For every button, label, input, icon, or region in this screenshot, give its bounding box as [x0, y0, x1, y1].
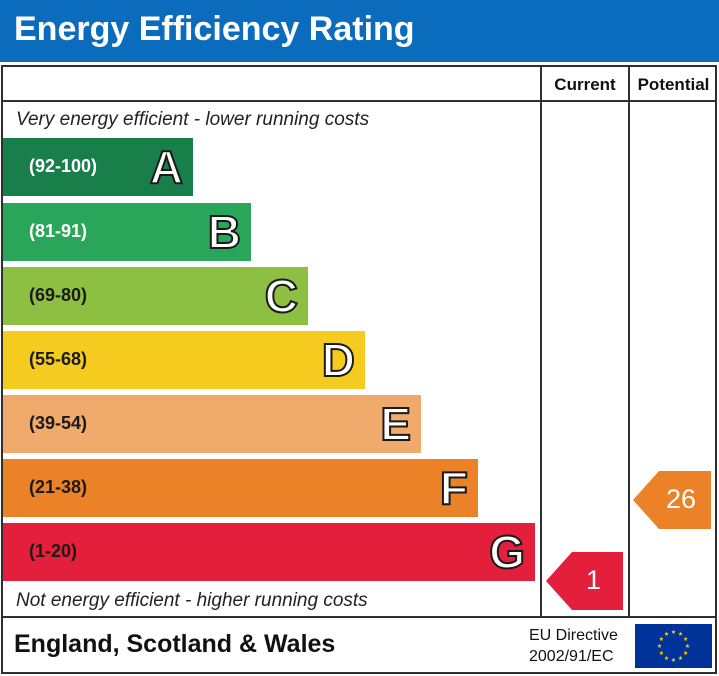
band-d: (55-68) D	[3, 331, 365, 389]
band-range: (69-80)	[29, 285, 88, 305]
current-column-header: Current	[554, 75, 616, 94]
band-range: (39-54)	[29, 413, 88, 433]
eu-star-icon	[659, 650, 664, 655]
band-letter: E	[379, 397, 412, 451]
eu-star-icon	[671, 629, 676, 634]
band-g: (1-20) G	[3, 523, 535, 581]
potential-column-divider	[628, 66, 630, 618]
band-c: (69-80) C	[3, 267, 308, 325]
band-letter: G	[488, 525, 526, 579]
eu-star-icon	[683, 636, 688, 641]
band-f: (21-38) F	[3, 459, 478, 517]
band-letter: D	[321, 333, 356, 387]
band-a: (92-100) A	[3, 138, 193, 196]
band-e: (39-54) E	[3, 395, 421, 453]
eu-star-icon	[685, 643, 690, 648]
current-column-divider	[540, 66, 542, 618]
directive-line-2: 2002/91/EC	[529, 648, 614, 665]
band-range: (21-38)	[29, 477, 88, 497]
eu-star-icon	[678, 655, 683, 661]
band-range: (55-68)	[29, 349, 88, 369]
page-title: Energy Efficiency Rating	[14, 10, 415, 48]
band-range: (1-20)	[29, 541, 78, 561]
current-rating-arrow: 1	[546, 552, 623, 610]
current-rating-value: 1	[585, 565, 602, 595]
header-bar: Energy Efficiency Rating	[0, 0, 719, 62]
potential-rating-value: 26	[665, 484, 697, 514]
band-b: (81-91) B	[3, 203, 251, 261]
eu-star-icon	[683, 650, 688, 655]
eu-flag-icon	[635, 624, 712, 668]
eu-star-icon	[664, 655, 669, 661]
header-row-divider	[1, 100, 717, 102]
eu-star-icon	[664, 631, 669, 636]
rating-frame	[1, 65, 717, 674]
band-letter: C	[264, 269, 299, 323]
band-letter: A	[149, 140, 184, 194]
potential-column-header: Potential	[637, 75, 710, 94]
band-letter: B	[207, 205, 242, 259]
eu-star-icon	[659, 636, 664, 641]
directive-line-1: EU Directive	[529, 627, 618, 644]
eu-star-icon	[657, 643, 662, 648]
eu-star-icon	[671, 657, 676, 662]
eu-star-icon	[678, 631, 683, 636]
bottom-note: Not energy efficient - higher running co…	[16, 590, 368, 611]
band-letter: F	[439, 461, 469, 515]
footer-divider	[1, 616, 717, 618]
top-note: Very energy efficient - lower running co…	[16, 109, 370, 130]
band-range: (92-100)	[29, 156, 98, 176]
band-range: (81-91)	[29, 221, 88, 241]
footer-country: England, Scotland & Wales	[14, 630, 336, 658]
